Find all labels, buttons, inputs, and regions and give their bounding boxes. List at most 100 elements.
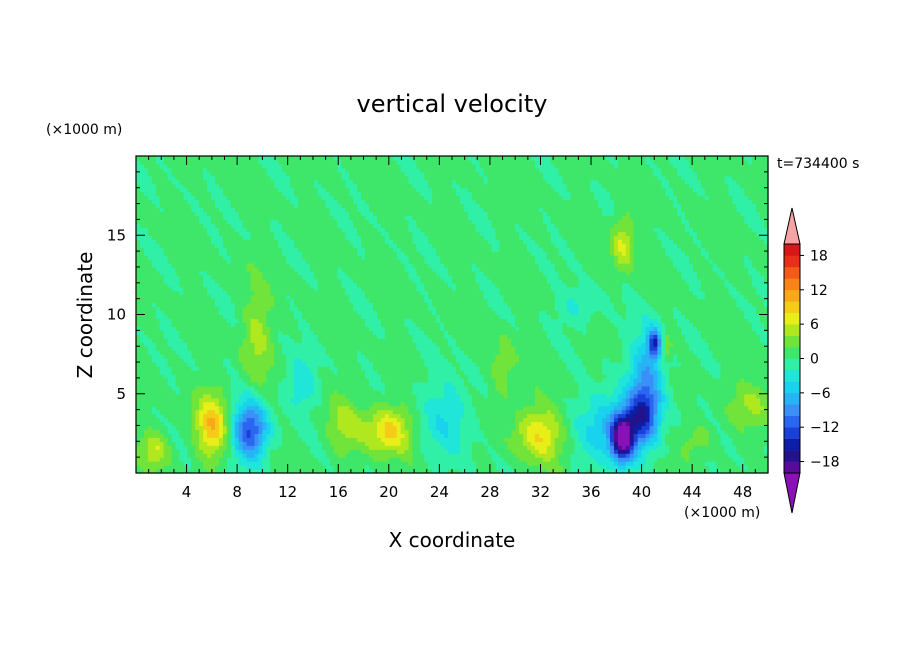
field-cell xyxy=(349,354,354,359)
field-cell xyxy=(341,191,346,197)
field-cell xyxy=(290,409,295,415)
field-cell xyxy=(167,433,173,438)
field-cell xyxy=(258,366,263,371)
field-cell xyxy=(175,401,181,407)
field-cell xyxy=(333,417,339,423)
field-cell xyxy=(321,290,327,296)
field-cell xyxy=(250,350,256,355)
field-cell xyxy=(203,401,208,407)
field-cell xyxy=(218,405,224,411)
field-cell xyxy=(373,445,378,450)
field-cell xyxy=(147,199,153,205)
field-cell xyxy=(195,310,200,316)
field-cell xyxy=(238,274,244,280)
field-cell xyxy=(246,171,252,177)
field-cell xyxy=(187,405,192,411)
field-cell xyxy=(215,421,220,427)
field-cell xyxy=(286,330,291,335)
field-cell xyxy=(361,342,366,347)
field-cell xyxy=(297,290,303,296)
field-cell xyxy=(191,381,196,387)
field-cell xyxy=(297,385,303,391)
field-cell xyxy=(143,310,149,316)
field-cell xyxy=(226,389,232,395)
field-cell xyxy=(183,373,188,379)
field-cell xyxy=(199,421,204,427)
field-cell xyxy=(365,203,370,209)
field-cell xyxy=(376,191,382,197)
field-cell xyxy=(266,255,271,260)
field-cell xyxy=(373,465,378,470)
field-cell xyxy=(286,294,291,300)
field-cell xyxy=(333,251,339,256)
field-cell xyxy=(155,358,161,363)
field-cell xyxy=(262,159,267,165)
field-cell xyxy=(218,449,224,454)
field-cell xyxy=(215,425,220,431)
field-cell xyxy=(282,282,287,288)
field-cell xyxy=(242,397,248,403)
field-cell xyxy=(325,211,331,217)
field-cell xyxy=(305,211,311,217)
field-cell xyxy=(230,310,236,316)
field-cell xyxy=(286,461,291,466)
field-cell xyxy=(297,282,303,288)
field-cell xyxy=(297,183,303,189)
field-cell xyxy=(147,156,153,161)
field-cell xyxy=(163,314,169,320)
field-cell xyxy=(309,417,315,423)
field-cell xyxy=(143,417,149,423)
field-cell xyxy=(155,302,161,308)
field-cell xyxy=(246,251,252,256)
field-cell xyxy=(183,195,188,201)
field-cell xyxy=(167,306,173,312)
field-cell xyxy=(353,393,358,399)
field-cell xyxy=(246,314,252,320)
field-cell xyxy=(365,159,370,165)
field-cell xyxy=(218,322,224,327)
field-cell xyxy=(266,159,271,165)
field-cell xyxy=(274,211,279,217)
field-cell xyxy=(254,393,260,399)
field-cell xyxy=(282,211,287,217)
field-cell xyxy=(195,199,200,205)
field-cell xyxy=(365,401,370,407)
field-cell xyxy=(373,298,378,304)
field-cell xyxy=(163,195,169,201)
field-cell xyxy=(250,377,256,383)
field-cell xyxy=(376,469,382,474)
field-cell xyxy=(187,302,192,308)
field-cell xyxy=(175,362,181,367)
field-cell xyxy=(313,302,319,308)
field-cell xyxy=(349,421,354,427)
field-cell xyxy=(321,437,327,442)
field-cell xyxy=(290,350,295,355)
field-cell xyxy=(199,366,204,371)
field-cell xyxy=(274,243,279,248)
field-cell xyxy=(262,255,267,260)
field-cell xyxy=(258,306,263,312)
field-cell xyxy=(286,437,291,442)
field-cell xyxy=(317,215,323,220)
field-cell xyxy=(270,247,275,252)
field-cell xyxy=(376,239,382,244)
field-cell xyxy=(313,381,319,387)
field-cell xyxy=(349,247,354,252)
field-cell xyxy=(274,366,279,371)
field-cell xyxy=(250,290,256,296)
field-cell xyxy=(274,429,279,434)
field-cell xyxy=(369,437,374,442)
field-cell xyxy=(297,278,303,284)
field-cell xyxy=(337,453,342,458)
field-cell xyxy=(353,441,358,446)
field-cell xyxy=(167,429,173,434)
field-cell xyxy=(274,278,279,284)
field-cell xyxy=(329,183,335,189)
field-cell xyxy=(215,310,220,316)
field-cell xyxy=(159,298,165,304)
field-cell xyxy=(151,369,157,375)
field-cell xyxy=(290,413,295,419)
field-cell xyxy=(226,195,232,201)
field-cell xyxy=(171,175,177,181)
